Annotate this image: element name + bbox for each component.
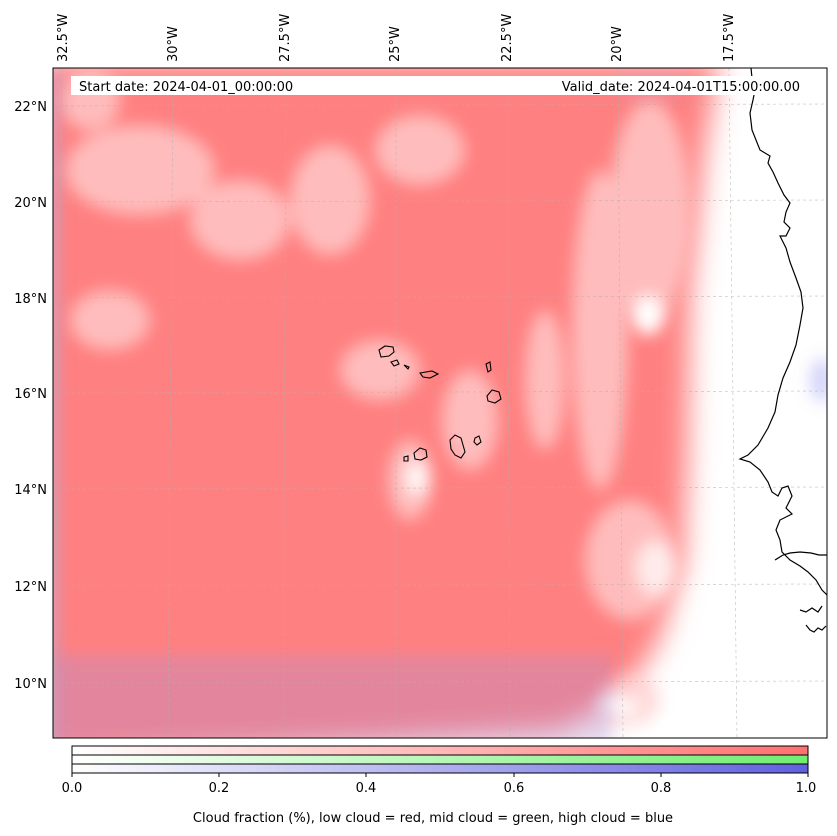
lat-label-14n: 14°N [14,483,47,498]
lat-label-16n: 16°N [14,387,47,402]
start-date-label: Start date: 2024-04-01_00:00:00 [79,80,293,95]
colorbar-tick-2: 0.4 [356,781,377,796]
colorbar-tick-0: 0.0 [62,781,83,796]
lon-label-32-5w: 32.5°W [56,14,71,62]
gridlines [53,68,827,738]
lon-label-27-5w: 27.5°W [278,14,293,62]
date-header-box [71,76,807,95]
colorbar-low-strip [71,745,809,756]
lat-label-20n: 20°N [14,196,47,211]
lat-label-22n: 22°N [14,100,47,115]
colorbar-label: Cloud fraction (%), low cloud = red, mid… [193,811,673,826]
lon-label-25w: 25°W [388,26,403,62]
lon-label-22-5w: 22.5°W [500,14,515,62]
colorbar-high-strip [71,763,809,774]
colorbar-mid-strip [71,754,809,765]
lon-label-30w: 30°W [166,26,181,62]
lat-label-12n: 12°N [14,580,47,595]
latitude-labels: 22°N 20°N 18°N 16°N 14°N 12°N 10°N [14,100,47,692]
colorbar: 0.0 0.2 0.4 0.6 0.8 1.0 Cloud fraction (… [62,745,817,826]
lat-label-10n: 10°N [14,677,47,692]
map-frame [52,67,828,739]
island-outlines [378,345,502,462]
map-panel [53,68,827,738]
valid-date-label: Valid_date: 2024-04-01T15:00:00.00 [562,80,800,95]
colorbar-tick-3: 0.6 [504,781,525,796]
lat-label-18n: 18°N [14,292,47,307]
colorbar-tick-5: 1.0 [796,781,817,796]
lon-label-17-5w: 17.5°W [722,14,737,62]
colorbar-tick-1: 0.2 [209,781,230,796]
colorbar-tick-4: 0.8 [651,781,672,796]
longitude-labels: 32.5°W 30°W 27.5°W 25°W 22.5°W 20°W 17.5… [56,14,737,62]
lon-label-20w: 20°W [610,26,625,62]
coastline [738,68,827,633]
